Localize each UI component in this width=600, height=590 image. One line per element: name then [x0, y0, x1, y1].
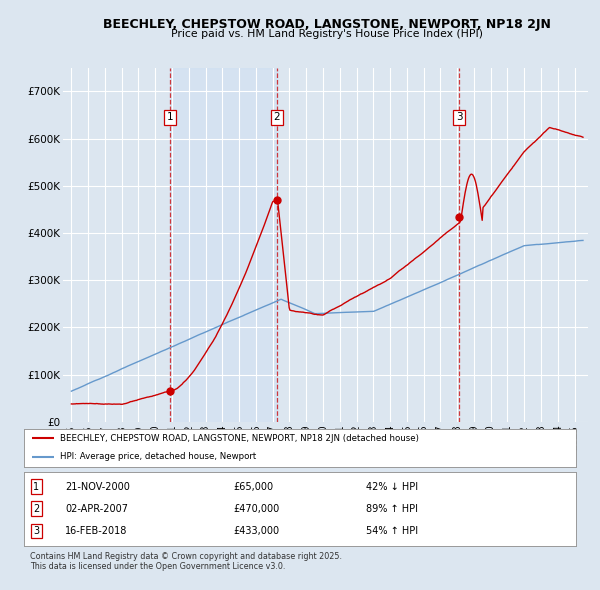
- Text: 89% ↑ HPI: 89% ↑ HPI: [366, 504, 418, 514]
- Text: £433,000: £433,000: [234, 526, 280, 536]
- Text: HPI: Average price, detached house, Newport: HPI: Average price, detached house, Newp…: [60, 452, 256, 461]
- Text: Contains HM Land Registry data © Crown copyright and database right 2025.
This d: Contains HM Land Registry data © Crown c…: [30, 552, 342, 571]
- Text: 3: 3: [33, 526, 39, 536]
- Text: 3: 3: [456, 113, 463, 122]
- Text: 16-FEB-2018: 16-FEB-2018: [65, 526, 128, 536]
- Text: 42% ↓ HPI: 42% ↓ HPI: [366, 482, 418, 491]
- Text: Price paid vs. HM Land Registry's House Price Index (HPI): Price paid vs. HM Land Registry's House …: [171, 30, 483, 39]
- Text: BEECHLEY, CHEPSTOW ROAD, LANGSTONE, NEWPORT, NP18 2JN: BEECHLEY, CHEPSTOW ROAD, LANGSTONE, NEWP…: [103, 18, 551, 31]
- Text: 2: 2: [274, 113, 280, 122]
- Text: 2: 2: [33, 504, 39, 514]
- Text: 02-APR-2007: 02-APR-2007: [65, 504, 128, 514]
- Text: 1: 1: [33, 482, 39, 491]
- Text: 21-NOV-2000: 21-NOV-2000: [65, 482, 130, 491]
- Text: BEECHLEY, CHEPSTOW ROAD, LANGSTONE, NEWPORT, NP18 2JN (detached house): BEECHLEY, CHEPSTOW ROAD, LANGSTONE, NEWP…: [60, 434, 419, 442]
- Text: 54% ↑ HPI: 54% ↑ HPI: [366, 526, 418, 536]
- Text: £65,000: £65,000: [234, 482, 274, 491]
- Bar: [170, 68, 277, 422]
- Text: £470,000: £470,000: [234, 504, 280, 514]
- Text: 1: 1: [167, 113, 173, 122]
